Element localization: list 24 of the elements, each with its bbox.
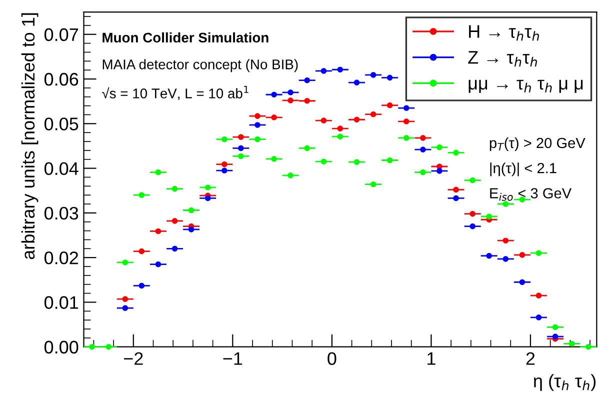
x-tick-label: 1: [428, 352, 436, 365]
y-tick-label: 0.00: [44, 340, 78, 354]
x-tick-label: 0: [328, 352, 336, 365]
x-tick-label: −2: [124, 352, 143, 365]
y-tick-label: 0.02: [44, 252, 78, 264]
y-tick-label: 0.06: [44, 72, 78, 86]
y-tick-label: 0.04: [44, 162, 78, 176]
legend-label: μμ → τ$_{h}$ τ$_{h}$ μ μ: [468, 80, 583, 93]
y-tick-label: 0.05: [44, 118, 78, 130]
x-tick-label: −1: [223, 352, 242, 365]
annotation: |η(τ)| < 2.1: [490, 162, 556, 176]
x-tick-label: 2: [526, 352, 535, 365]
x-axis-title: η (τ$_{h}$ τ$_{h}$): [534, 374, 596, 391]
annotation: Muon Collider Simulation: [102, 32, 268, 43]
legend-label: H → τ$_{h}$τ$_{h}$: [469, 25, 539, 41]
annotation: E$_{iso}$ < 3 GeV: [490, 188, 572, 201]
y-axis-title: arbitrary units [normalized to 1]: [21, 13, 38, 260]
y-tick-label: 0.01: [44, 296, 78, 309]
legend-label: Z → τ$_{h}$τ$_{h}$: [468, 51, 537, 67]
annotation: p$_{T}$(τ) > 20 GeV: [490, 137, 586, 152]
annotation: √s = 10 TeV, L = 10 ab$^{1}$: [102, 86, 248, 100]
annotation: MAIA detector concept (No BIB): [102, 59, 298, 72]
y-tick-label: 0.03: [44, 206, 78, 220]
y-tick-label: 0.07: [44, 28, 78, 42]
